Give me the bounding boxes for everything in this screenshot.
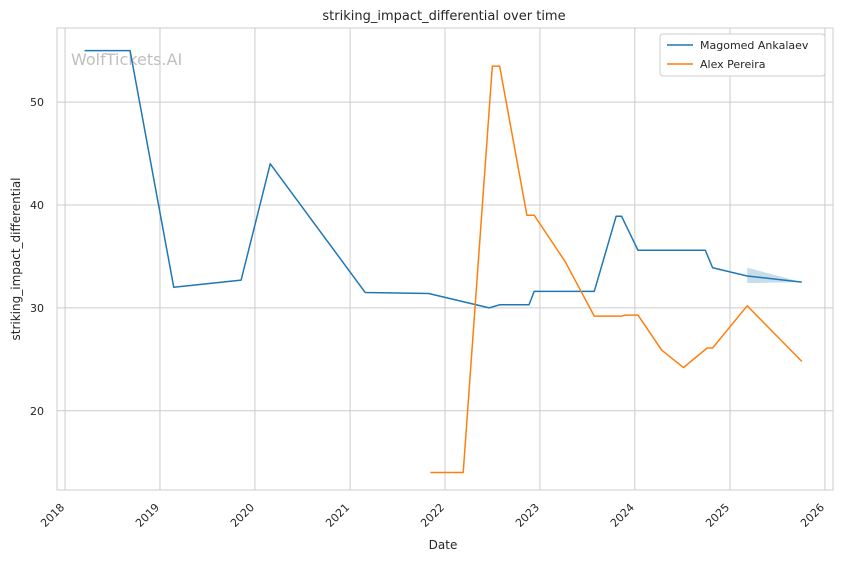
x-tick-label: 2022 [418, 501, 447, 530]
x-tick-label: 2024 [608, 501, 637, 530]
magomed-ankalaev-confidence-band [747, 267, 802, 284]
grid-lines [57, 28, 833, 490]
y-tick-label: 30 [30, 302, 44, 315]
x-tick-label: 2021 [323, 501, 352, 530]
x-tick-label: 2025 [703, 501, 732, 530]
series-lines [84, 49, 803, 474]
y-tick-label: 20 [30, 405, 44, 418]
x-tick-label: 2020 [228, 501, 257, 530]
alex-pereira-line [430, 65, 803, 474]
x-tick-label: 2019 [133, 501, 162, 530]
y-axis-label: striking_impact_differential [9, 177, 23, 340]
x-axis-label: Date [429, 538, 458, 552]
y-tick-labels: 20 30 40 50 [30, 96, 44, 418]
y-tick-label: 40 [30, 199, 44, 212]
x-tick-label: 2023 [513, 501, 542, 530]
x-tick-label: 2026 [798, 501, 827, 530]
chart-title: striking_impact_differential over time [322, 9, 565, 24]
x-tick-label: 2018 [38, 501, 67, 530]
legend: Magomed Ankalaev Alex Pereira [659, 33, 826, 77]
y-tick-label: 50 [30, 96, 44, 109]
watermark: WolfTickets.AI [71, 50, 182, 69]
magomed-ankalaev-line [84, 49, 802, 309]
magomed-ankalaev-legend-label: Magomed Ankalaev [700, 39, 809, 52]
x-tick-labels: 2018 2019 2020 2021 2022 2023 2024 2025 2026 [38, 501, 827, 530]
legend-box [659, 33, 826, 77]
alex-pereira-legend-label: Alex Pereira [700, 58, 766, 71]
confidence-bands [747, 267, 802, 284]
